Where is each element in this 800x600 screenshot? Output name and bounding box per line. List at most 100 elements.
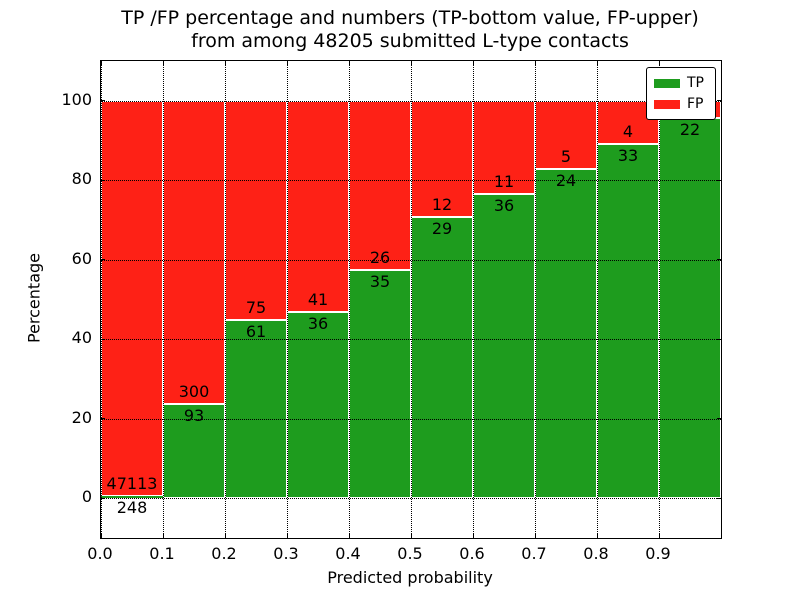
x-gridline bbox=[101, 61, 102, 538]
fp-count-label: 12 bbox=[431, 195, 453, 215]
bar-segment-tp bbox=[349, 270, 411, 499]
fp-count-label: 47113 bbox=[106, 474, 158, 494]
y-tick-label: 100 bbox=[61, 89, 92, 109]
x-tick-label: 0.0 bbox=[87, 544, 113, 563]
legend-label-fp: FP bbox=[687, 96, 704, 112]
y-tickmark bbox=[717, 259, 721, 261]
y-tickmark bbox=[717, 338, 721, 340]
legend-item-tp: TP bbox=[654, 76, 708, 90]
y-tickmark bbox=[101, 497, 105, 499]
x-tick-label: 0.1 bbox=[149, 544, 175, 563]
x-tickmark bbox=[224, 534, 226, 538]
bar-segment-tp bbox=[101, 496, 163, 499]
y-tickmark bbox=[717, 100, 721, 102]
legend-fp-swatch-icon bbox=[654, 99, 680, 109]
bar-segment-tp bbox=[535, 169, 597, 499]
fp-count-label: 41 bbox=[307, 290, 329, 310]
tp-count-label: 36 bbox=[307, 314, 329, 334]
x-gridline bbox=[535, 61, 536, 538]
fp-count-label: 26 bbox=[369, 248, 391, 268]
legend-label-tp: TP bbox=[687, 75, 704, 91]
x-tickmark bbox=[410, 61, 412, 65]
legend-tp-swatch-icon bbox=[654, 78, 680, 88]
x-gridline bbox=[597, 61, 598, 538]
x-tickmark bbox=[472, 61, 474, 65]
x-gridline bbox=[287, 61, 288, 538]
x-tickmark bbox=[162, 534, 164, 538]
bar-segment-tp bbox=[473, 193, 535, 499]
x-tickmark bbox=[224, 61, 226, 65]
bar-segment-fp bbox=[101, 100, 163, 497]
x-tickmark bbox=[596, 61, 598, 65]
x-tick-label: 0.2 bbox=[211, 544, 237, 563]
bar-segment-tp bbox=[225, 319, 287, 499]
y-tickmark bbox=[717, 497, 721, 499]
x-tickmark bbox=[348, 534, 350, 538]
bar-segment-tp bbox=[659, 117, 721, 499]
x-gridline bbox=[349, 61, 350, 538]
fp-count-label: 5 bbox=[560, 147, 572, 167]
tp-count-label: 35 bbox=[369, 272, 391, 292]
legend-item-fp: FP bbox=[654, 97, 708, 111]
x-gridline bbox=[473, 61, 474, 538]
chart-title-line1: TP /FP percentage and numbers (TP-bottom… bbox=[121, 7, 699, 29]
x-tick-label: 0.5 bbox=[397, 544, 423, 563]
chart-title-line2: from among 48205 submitted L-type contac… bbox=[191, 30, 629, 52]
y-tickmark bbox=[101, 418, 105, 420]
x-axis-label: Predicted probability bbox=[327, 568, 493, 587]
x-tickmark bbox=[534, 61, 536, 65]
bar-segment-fp bbox=[225, 100, 287, 320]
tp-count-label: 36 bbox=[493, 195, 515, 215]
x-tickmark bbox=[658, 61, 660, 65]
x-gridline bbox=[659, 61, 660, 538]
y-axis-label: Percentage bbox=[24, 252, 44, 344]
y-tickmark bbox=[717, 418, 721, 420]
bar-segment-tp bbox=[411, 217, 473, 499]
x-tickmark bbox=[100, 61, 102, 65]
x-tick-label: 0.7 bbox=[521, 544, 547, 563]
x-tickmark bbox=[162, 61, 164, 65]
tp-count-label: 248 bbox=[116, 498, 148, 518]
x-tick-label: 0.4 bbox=[335, 544, 361, 563]
x-tickmark bbox=[410, 534, 412, 538]
x-tickmark bbox=[348, 61, 350, 65]
chart-title: TP /FP percentage and numbers (TP-bottom… bbox=[100, 7, 720, 53]
y-tickmark bbox=[101, 100, 105, 102]
x-tick-label: 0.3 bbox=[273, 544, 299, 563]
x-gridline bbox=[411, 61, 412, 538]
tp-count-label: 93 bbox=[183, 406, 205, 426]
y-tick-label: 40 bbox=[71, 328, 92, 348]
y-tick-label: 20 bbox=[71, 407, 92, 427]
bar-segment-fp bbox=[163, 100, 225, 405]
bar-segment-tp bbox=[287, 312, 349, 499]
x-tick-label: 0.9 bbox=[645, 544, 671, 563]
tp-count-label: 22 bbox=[679, 119, 701, 139]
tp-count-label: 29 bbox=[431, 219, 453, 239]
x-tickmark bbox=[596, 534, 598, 538]
tp-count-label: 24 bbox=[555, 171, 577, 191]
x-tickmark bbox=[534, 534, 536, 538]
bar-segment-tp bbox=[597, 143, 659, 499]
fp-count-label: 4 bbox=[622, 121, 634, 141]
x-gridline bbox=[225, 61, 226, 538]
fp-count-label: 300 bbox=[178, 382, 210, 402]
x-tickmark bbox=[658, 534, 660, 538]
y-tickmark bbox=[101, 259, 105, 261]
y-tickmark bbox=[101, 338, 105, 340]
y-tick-label: 60 bbox=[71, 248, 92, 268]
plot-area: TP FP 47113 248 300 93 75 61 41 36 26 35 12 29 11 36 5… bbox=[100, 60, 722, 539]
tp-count-label: 61 bbox=[245, 321, 267, 341]
x-tickmark bbox=[100, 534, 102, 538]
y-tick-label: 0 bbox=[81, 487, 92, 507]
x-tickmark bbox=[472, 534, 474, 538]
y-tick-label: 80 bbox=[71, 169, 92, 189]
x-gridline bbox=[163, 61, 164, 538]
fp-count-label: 11 bbox=[493, 171, 515, 191]
y-tickmark bbox=[717, 179, 721, 181]
bar-segment-fp bbox=[287, 100, 349, 313]
y-tickmark bbox=[101, 179, 105, 181]
tp-count-label: 33 bbox=[617, 145, 639, 165]
fp-count-label: 75 bbox=[245, 297, 267, 317]
x-tick-label: 0.8 bbox=[583, 544, 609, 563]
